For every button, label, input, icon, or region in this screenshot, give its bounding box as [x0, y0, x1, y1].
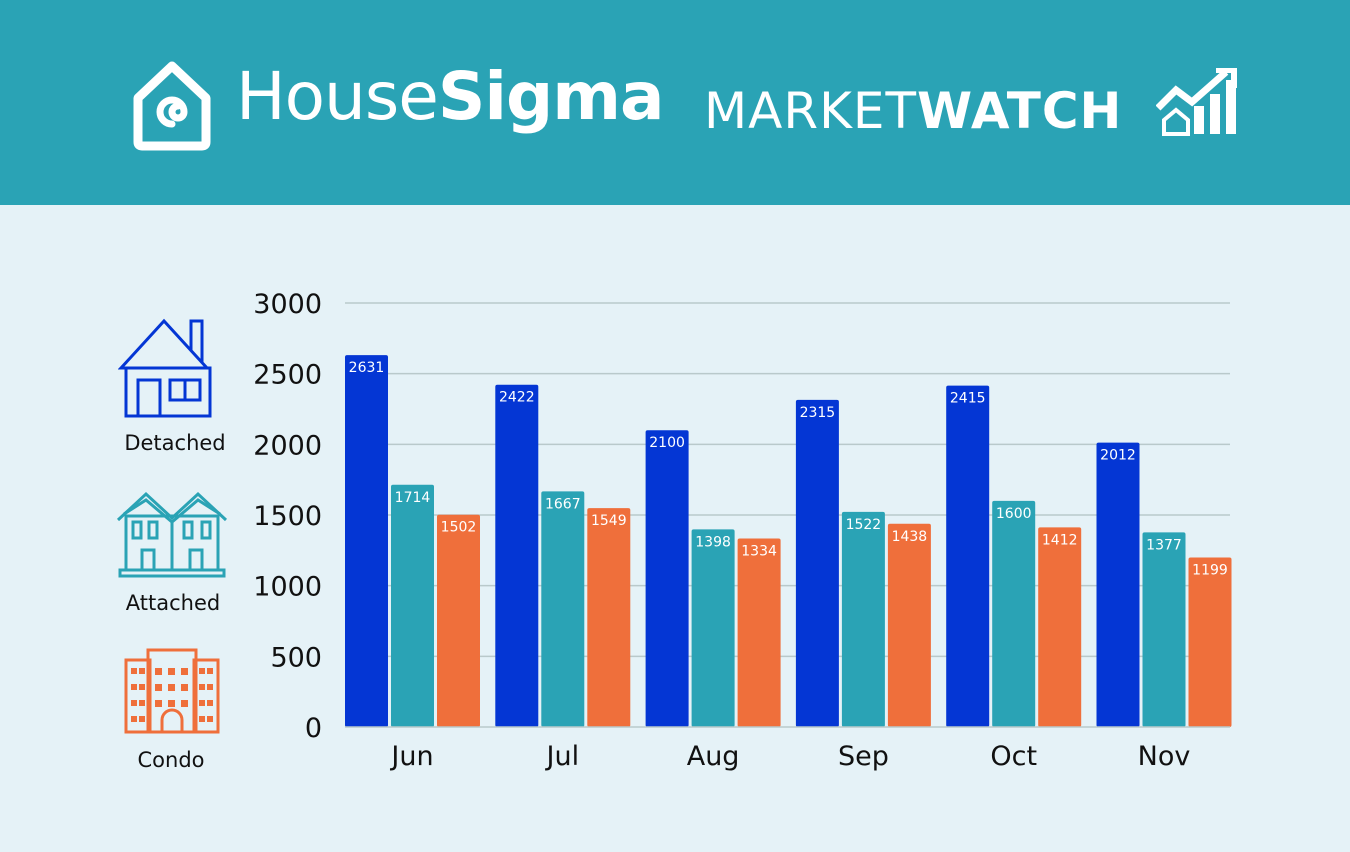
y-tick-label: 3000 [253, 289, 322, 320]
data-label: 2012 [1100, 448, 1136, 464]
market-growth-icon [1156, 68, 1237, 136]
product-light: MARKET [704, 82, 918, 140]
data-label: 1522 [846, 517, 882, 533]
data-label: 1334 [741, 543, 777, 559]
x-tick-label: Jun [389, 741, 433, 772]
condo-building-icon [124, 648, 220, 734]
data-label: 2415 [950, 391, 986, 407]
bar-condo [887, 523, 931, 727]
data-label: 1714 [395, 490, 431, 506]
bar-attached [391, 484, 434, 727]
y-tick-label: 2500 [253, 360, 322, 391]
data-label: 1412 [1042, 532, 1078, 548]
y-tick-label: 2000 [253, 430, 322, 461]
housesigma-logo-icon [133, 61, 211, 151]
data-label: 1438 [892, 529, 928, 545]
data-label: 1667 [545, 496, 581, 512]
x-tick-label: Jul [545, 741, 580, 772]
data-label: 1398 [695, 534, 731, 550]
y-tick-label: 1500 [253, 501, 322, 532]
brand-name: HouseSigma [236, 64, 665, 130]
data-label: 1199 [1192, 563, 1228, 579]
y-tick-label: 0 [305, 713, 322, 744]
brand-bold: Sigma [437, 58, 665, 135]
bar-attached [541, 491, 585, 727]
bar-detached [946, 385, 990, 727]
bar-attached [691, 529, 735, 727]
legend-label-detached: Detached [124, 431, 226, 455]
data-label: 2100 [649, 435, 685, 451]
bar-condo [737, 538, 781, 727]
header-banner: HouseSigma MARKETWATCH [0, 0, 1350, 205]
data-label: 2631 [349, 360, 385, 376]
bar-attached [992, 500, 1036, 727]
brand-light: House [236, 58, 439, 135]
y-tick-label: 500 [270, 642, 322, 673]
data-label: 2422 [499, 390, 535, 406]
bar-detached [345, 355, 388, 727]
data-label: 1549 [591, 513, 627, 529]
legend-label-condo: Condo [137, 748, 205, 772]
bar-detached [1096, 442, 1140, 727]
bar-condo [1188, 557, 1232, 727]
bar-condo [587, 508, 631, 727]
product-name: MARKETWATCH [704, 86, 1122, 136]
bar-detached [495, 384, 539, 727]
bar-attached [841, 511, 885, 727]
bar-detached [795, 399, 839, 727]
data-label: 1502 [441, 520, 477, 536]
x-tick-label: Aug [687, 741, 740, 772]
bar-condo [1038, 527, 1082, 727]
bar-condo [437, 514, 480, 727]
detached-house-icon [118, 318, 212, 418]
x-tick-label: Sep [838, 741, 889, 772]
townhouse-icon [116, 491, 228, 578]
x-tick-label: Oct [990, 741, 1037, 772]
y-tick-label: 1000 [253, 572, 322, 603]
data-label: 2315 [800, 405, 836, 421]
x-tick-label: Nov [1138, 741, 1191, 772]
data-label: 1600 [996, 506, 1032, 522]
product-bold: WATCH [917, 82, 1123, 140]
legend-label-attached: Attached [125, 591, 221, 615]
bar-detached [645, 430, 689, 727]
data-label: 1377 [1146, 537, 1182, 553]
bar-attached [1142, 532, 1186, 727]
